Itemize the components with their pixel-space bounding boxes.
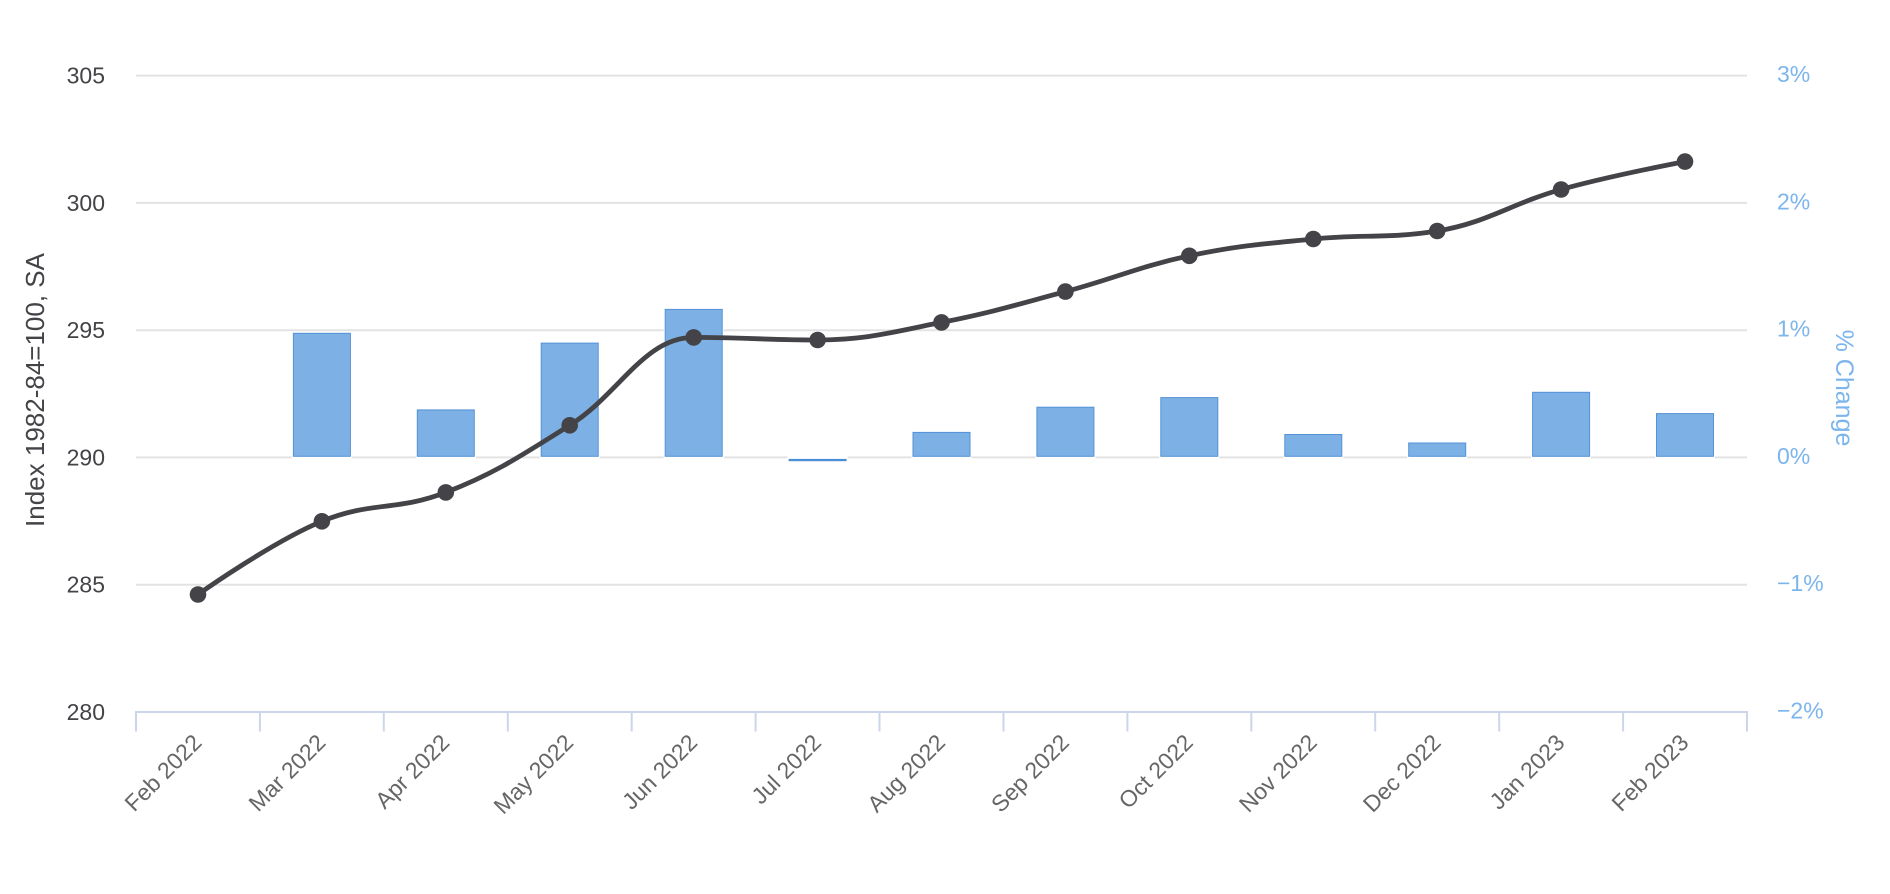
svg-text:3%: 3% xyxy=(1777,61,1810,87)
svg-text:300: 300 xyxy=(67,190,105,216)
svg-text:2%: 2% xyxy=(1777,188,1810,214)
svg-text:% Change: % Change xyxy=(1830,330,1858,447)
svg-text:−2%: −2% xyxy=(1777,698,1824,724)
svg-text:295: 295 xyxy=(67,317,105,343)
svg-text:Index 1982-84=100, SA: Index 1982-84=100, SA xyxy=(20,252,50,527)
svg-text:285: 285 xyxy=(67,572,105,598)
svg-text:1%: 1% xyxy=(1777,316,1810,342)
svg-text:0%: 0% xyxy=(1777,443,1810,469)
svg-text:290: 290 xyxy=(67,444,105,470)
svg-text:305: 305 xyxy=(67,63,105,89)
svg-text:280: 280 xyxy=(67,699,105,725)
svg-text:−1%: −1% xyxy=(1777,570,1824,596)
